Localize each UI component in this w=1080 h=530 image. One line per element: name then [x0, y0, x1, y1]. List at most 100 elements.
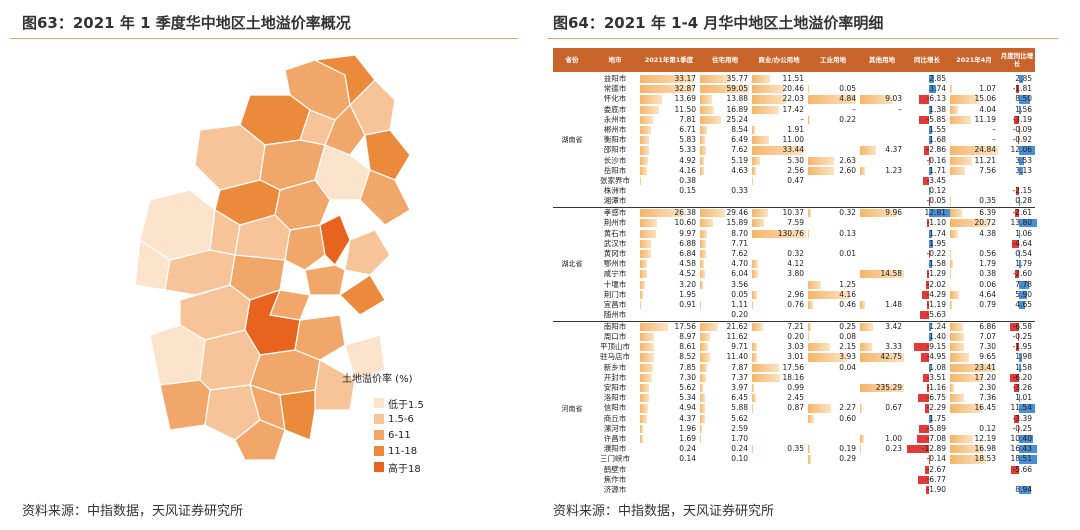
cell-value: 15.89 [726, 218, 748, 228]
cell-value: 2.96 [787, 289, 804, 299]
value-bar [808, 85, 809, 94]
cell-value: 7.81 [679, 114, 696, 124]
cell-value: 22.03 [782, 94, 804, 104]
cell-value: 3.93 [839, 352, 856, 362]
city-name: 益阳市 [603, 74, 627, 83]
city-name: 黄冈市 [603, 248, 627, 258]
cell-value: 0.87 [787, 403, 804, 413]
cell-value: 0.67 [885, 403, 902, 413]
city-name: 邵阳市 [603, 145, 627, 155]
right-source-note: 资料来源：中指数据，天风证券研究所 [553, 504, 775, 519]
cell-value: 1.56 [1015, 104, 1032, 114]
table-row: 怀化市 13.69 13.88 22.03 4.84 9.03 -6.13 15.06 8.50 [553, 94, 1035, 104]
value-bar [950, 384, 955, 393]
city-name: 许昌市 [603, 434, 627, 443]
growth-positive-bar [1018, 219, 1037, 228]
cell-value: 1.58 [1015, 362, 1032, 372]
cell-value: 4.65 [1015, 299, 1032, 309]
growth-positive-bar [1018, 280, 1030, 289]
cell-value: 1.08 [929, 362, 946, 372]
growth-positive-bar [929, 105, 932, 114]
value-bar [752, 156, 761, 165]
value-bar [752, 146, 804, 155]
city-name: 黄石市 [603, 228, 627, 238]
value-bar [860, 445, 861, 454]
province-separator [553, 320, 1035, 322]
value-bar [700, 353, 710, 362]
city-name: 驻马店市 [600, 352, 630, 362]
growth-negative-bar [925, 486, 930, 495]
value-bar [700, 435, 702, 444]
table-row: 安阳市 5.62 3.97 0.99 235.29 -1.16 2.30 -3.26 [553, 383, 1035, 393]
cell-value: 0.06 [979, 279, 996, 289]
cell-value: 18.16 [782, 372, 804, 382]
cell-value: 0.54 [1015, 248, 1032, 258]
growth-negative-bar [919, 424, 930, 433]
cell-value: 2.60 [839, 165, 856, 175]
value-bar [640, 229, 657, 238]
value-bar [950, 105, 958, 114]
cell-value: 23.41 [974, 362, 996, 372]
cell-value: 1.58 [929, 259, 946, 269]
cell-value: 1.25 [839, 279, 856, 289]
cell-value: 4.37 [885, 145, 902, 155]
cell-value: 1.24 [929, 321, 946, 331]
legend-swatch [374, 446, 384, 456]
cell-value: -6.75 [926, 393, 946, 403]
value-bar [700, 384, 704, 393]
table-row: 宜昌市 0.91 1.11 0.76 0.46 1.48 -1.19 0.79 4.65 [553, 300, 1035, 310]
city-name: 鹤壁市 [603, 464, 627, 474]
value-bar [700, 404, 705, 413]
cell-value: 25.24 [726, 114, 748, 124]
value-bar [640, 219, 658, 228]
legend-label: 11-18 [388, 445, 418, 457]
value-bar [640, 136, 650, 145]
table-row: 商丘市 4.37 5.62 0.60 1.75 -3.39 [553, 414, 1035, 424]
growth-negative-bar [913, 343, 930, 352]
growth-positive-bar [1018, 229, 1021, 238]
table-row: 益阳市 33.17 35.77 11.51 2.85 2.85 [553, 74, 1035, 84]
cell-value: 6.71 [679, 125, 696, 134]
legend-item: 6-11 [374, 427, 424, 443]
value-bar [808, 209, 812, 218]
cell-value: 6.04 [731, 269, 748, 279]
value-bar [808, 333, 809, 342]
value-bar [640, 373, 652, 382]
cell-value: 24.84 [974, 145, 996, 155]
growth-positive-bar [1018, 75, 1023, 84]
cell-value: 8.50 [1015, 94, 1032, 104]
value-bar [700, 115, 722, 124]
cell-value: 3.03 [787, 342, 804, 352]
cell-value: 0.60 [839, 413, 856, 423]
cell-value: 0.76 [787, 299, 804, 309]
growth-negative-bar [924, 146, 930, 155]
cell-value: -4.95 [926, 352, 946, 362]
value-bar [700, 373, 707, 382]
value-bar [808, 353, 848, 362]
cell-value: 0.47 [787, 176, 804, 185]
growth-positive-bar [1018, 156, 1024, 165]
cell-value: 3.01 [787, 352, 804, 362]
cell-value: -1.90 [926, 485, 946, 494]
cell-value: 20.46 [782, 84, 804, 94]
table-row: 永州市 7.81 25.24 – 0.22 -5.85 11.19 -3.19 [553, 115, 1035, 125]
value-bar [752, 136, 769, 145]
cell-value: 16.98 [974, 444, 996, 454]
growth-positive-bar [1018, 105, 1021, 114]
cell-value: 9.71 [731, 342, 748, 352]
cell-value: 11.19 [974, 114, 996, 124]
value-bar [700, 322, 719, 331]
cell-value: -4.64 [1012, 238, 1032, 248]
growth-negative-bar [917, 394, 930, 403]
left-source-note: 资料来源：中指数据，天风证券研究所 [22, 504, 244, 519]
cell-value: 2.45 [787, 393, 804, 403]
value-bar [640, 333, 655, 342]
legend-item: 11-18 [374, 443, 424, 459]
value-bar [752, 373, 781, 382]
value-bar [700, 75, 730, 84]
table-row: 开封市 7.30 7.37 18.16 -3.51 17.20 -6.20 [553, 373, 1035, 383]
value-bar [700, 229, 708, 238]
cell-value: 1.95 [679, 289, 696, 299]
legend-label: 1.5-6 [388, 413, 414, 425]
table-row: 周口市 8.97 11.62 0.20 0.08 1.40 7.07 -0.25 [553, 332, 1035, 342]
